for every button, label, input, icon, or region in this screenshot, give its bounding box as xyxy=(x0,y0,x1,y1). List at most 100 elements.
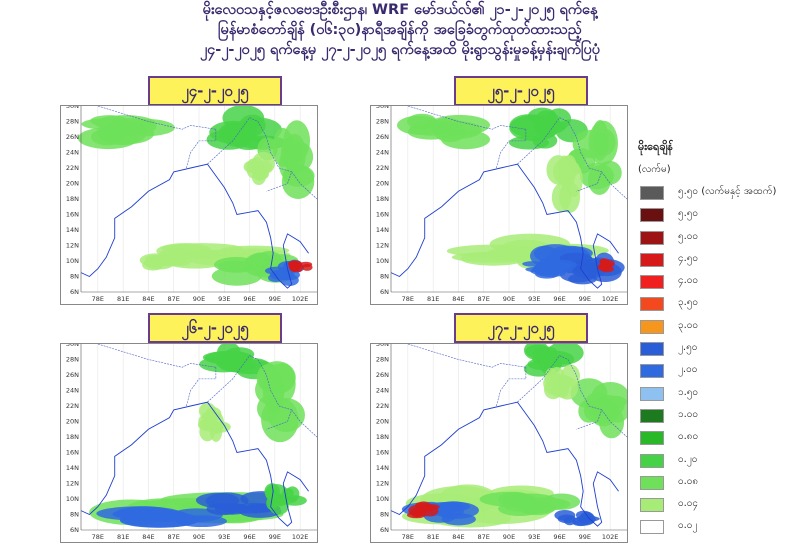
legend-item: ၄.၅၀ xyxy=(638,250,798,272)
panel-2-date: ၂၅-၂-၂၀၂၅ xyxy=(454,76,588,106)
legend-item: ၅.၅၀ (လက်မနှင့် အထက်) xyxy=(638,183,798,205)
x-tick-label: 96E xyxy=(243,295,255,303)
y-tick-label: 16N xyxy=(66,449,79,457)
legend-item: ၀.၀၂ xyxy=(638,517,798,539)
y-tick-label: 18N xyxy=(66,195,79,203)
y-tick-label: 28N xyxy=(376,118,389,126)
y-tick-label: 14N xyxy=(66,226,79,234)
y-tick-label: 26N xyxy=(66,133,79,141)
y-tick-label: 16N xyxy=(376,449,389,457)
legend-swatch xyxy=(640,386,664,401)
rainfall-map-2: 78E 81E 84E 87E 90E 93E 96E 99E 102E 30N 28N 26N 24N… xyxy=(370,105,628,305)
x-tick-label: 84E xyxy=(142,533,154,541)
rainfall-map-1: 78E 81E 84E 87E 90E 93E 96E 99E 102E 30N 28N 26N 24N… xyxy=(60,105,318,305)
legend-item: ၂.၀၀ xyxy=(638,361,798,383)
legend-item: ၃.၀၀ xyxy=(638,317,798,339)
y-tick-label: 14N xyxy=(66,464,79,472)
legend-title: မိုးရေချိန် xyxy=(638,140,673,153)
legend-item: ၅.၀၀ xyxy=(638,228,798,250)
y-tick-label: 8N xyxy=(70,273,79,281)
rainfall-legend: မိုးရေချိန် (လက်မ) ၅.၅၀ (လက်မနှင့် အထက်)… xyxy=(638,140,798,540)
legend-label: ၂.၀၀ xyxy=(678,364,698,376)
y-tick-label: 20N xyxy=(376,418,389,426)
legend-item: ၀.၀၄ xyxy=(638,495,798,517)
rainfall-map-4: 78E 81E 84E 87E 90E 93E 96E 99E 102E 30N 28N 26N 24N… xyxy=(370,343,628,543)
x-tick-label: 102E xyxy=(602,295,619,303)
legend-label: ၀.၀၂ xyxy=(678,520,698,532)
x-tick-label: 90E xyxy=(503,533,515,541)
x-tick-label: 87E xyxy=(168,295,180,303)
legend-label: ၂.၅၀ xyxy=(678,342,698,354)
x-tick-label: 90E xyxy=(193,295,205,303)
x-tick-label: 102E xyxy=(602,533,619,541)
legend-item: ၃.၅၀ xyxy=(638,294,798,316)
legend-label: ၄.၅၀ xyxy=(678,252,699,264)
y-tick-label: 6N xyxy=(380,526,389,534)
x-tick-label: 84E xyxy=(452,533,464,541)
y-tick-label: 12N xyxy=(376,242,389,250)
y-tick-label: 24N xyxy=(376,387,389,395)
title-line-3: ၂၄-၂-၂၀၂၅ ရက်နေ့မှ ၂၇-၂-၂၀၂၅ ရက်နေ့အထိ မ… xyxy=(199,42,601,58)
legend-swatch xyxy=(640,252,664,267)
y-tick-label: 18N xyxy=(66,433,79,441)
x-tick-label: 93E xyxy=(218,533,230,541)
y-tick-label: 6N xyxy=(70,288,79,296)
y-tick-label: 10N xyxy=(376,257,389,265)
y-tick-label: 22N xyxy=(376,164,389,172)
y-tick-label: 26N xyxy=(66,371,79,379)
x-tick-label: 93E xyxy=(218,295,230,303)
x-tick-label: 99E xyxy=(579,533,591,541)
y-tick-label: 24N xyxy=(66,387,79,395)
x-tick-label: 90E xyxy=(503,295,515,303)
legend-label: ၅.၅၀ xyxy=(678,208,699,220)
y-tick-label: 8N xyxy=(70,511,79,519)
x-tick-label: 87E xyxy=(478,295,490,303)
legend-item: ၅.၅၀ xyxy=(638,205,798,227)
y-tick-label: 16N xyxy=(66,211,79,219)
x-tick-label: 99E xyxy=(269,533,281,541)
y-tick-label: 26N xyxy=(376,371,389,379)
y-tick-label: 10N xyxy=(66,257,79,265)
x-tick-label: 87E xyxy=(478,533,490,541)
y-tick-label: 14N xyxy=(376,464,389,472)
legend-label: ၁.၅၀ xyxy=(678,386,699,398)
y-tick-label: 28N xyxy=(66,118,79,126)
title-line-1: မိုးလေဝသနှင့်ဇလဗေဒဦးစီးဌာန၊ WRF မော်ဒယ်လ… xyxy=(202,2,598,18)
legend-swatch xyxy=(640,431,664,446)
y-tick-label: 22N xyxy=(66,164,79,172)
y-tick-label: 8N xyxy=(380,511,389,519)
x-tick-label: 78E xyxy=(92,533,104,541)
panel-1-date: ၂၄-၂-၂၀၂၅ xyxy=(148,76,282,106)
legend-swatch xyxy=(640,408,664,423)
x-tick-label: 102E xyxy=(292,533,309,541)
x-tick-label: 87E xyxy=(168,533,180,541)
y-tick-label: 12N xyxy=(66,480,79,488)
x-tick-label: 90E xyxy=(193,533,205,541)
title-line-2: မြန်မာစံတော်ချိန် (၀၆:၃၀)နာရီအချိန်ကို အ… xyxy=(218,22,582,38)
x-tick-label: 81E xyxy=(117,295,129,303)
legend-item: ၁.၀၀ xyxy=(638,406,798,428)
y-tick-label: 6N xyxy=(380,288,389,296)
legend-swatch xyxy=(640,208,664,223)
legend-label: ၀.၀၈ xyxy=(678,475,699,487)
y-tick-label: 8N xyxy=(380,273,389,281)
y-tick-label: 30N xyxy=(376,106,389,110)
legend-swatch xyxy=(640,520,664,535)
legend-label: ၃.၅၀ xyxy=(678,297,699,309)
legend-label: ၀.၀၄ xyxy=(678,498,699,510)
y-tick-label: 28N xyxy=(66,356,79,364)
x-tick-label: 102E xyxy=(292,295,309,303)
legend-item: ၄.၀၀ xyxy=(638,272,798,294)
legend-swatch xyxy=(640,297,664,312)
y-tick-label: 26N xyxy=(376,133,389,141)
legend-item: ၀.၂၀ xyxy=(638,451,798,473)
x-tick-label: 81E xyxy=(427,533,439,541)
legend-item: ၂.၅၀ xyxy=(638,339,798,361)
legend-label: ၁.၀၀ xyxy=(678,408,699,420)
legend-swatch xyxy=(640,275,664,290)
page-title: မိုးလေဝသနှင့်ဇလဗေဒဦးစီးဌာန၊ WRF မော်ဒယ်လ… xyxy=(0,0,800,60)
legend-item: ၁.၅၀ xyxy=(638,384,798,406)
x-tick-label: 78E xyxy=(402,533,414,541)
legend-swatch xyxy=(640,186,664,200)
x-tick-label: 78E xyxy=(92,295,104,303)
